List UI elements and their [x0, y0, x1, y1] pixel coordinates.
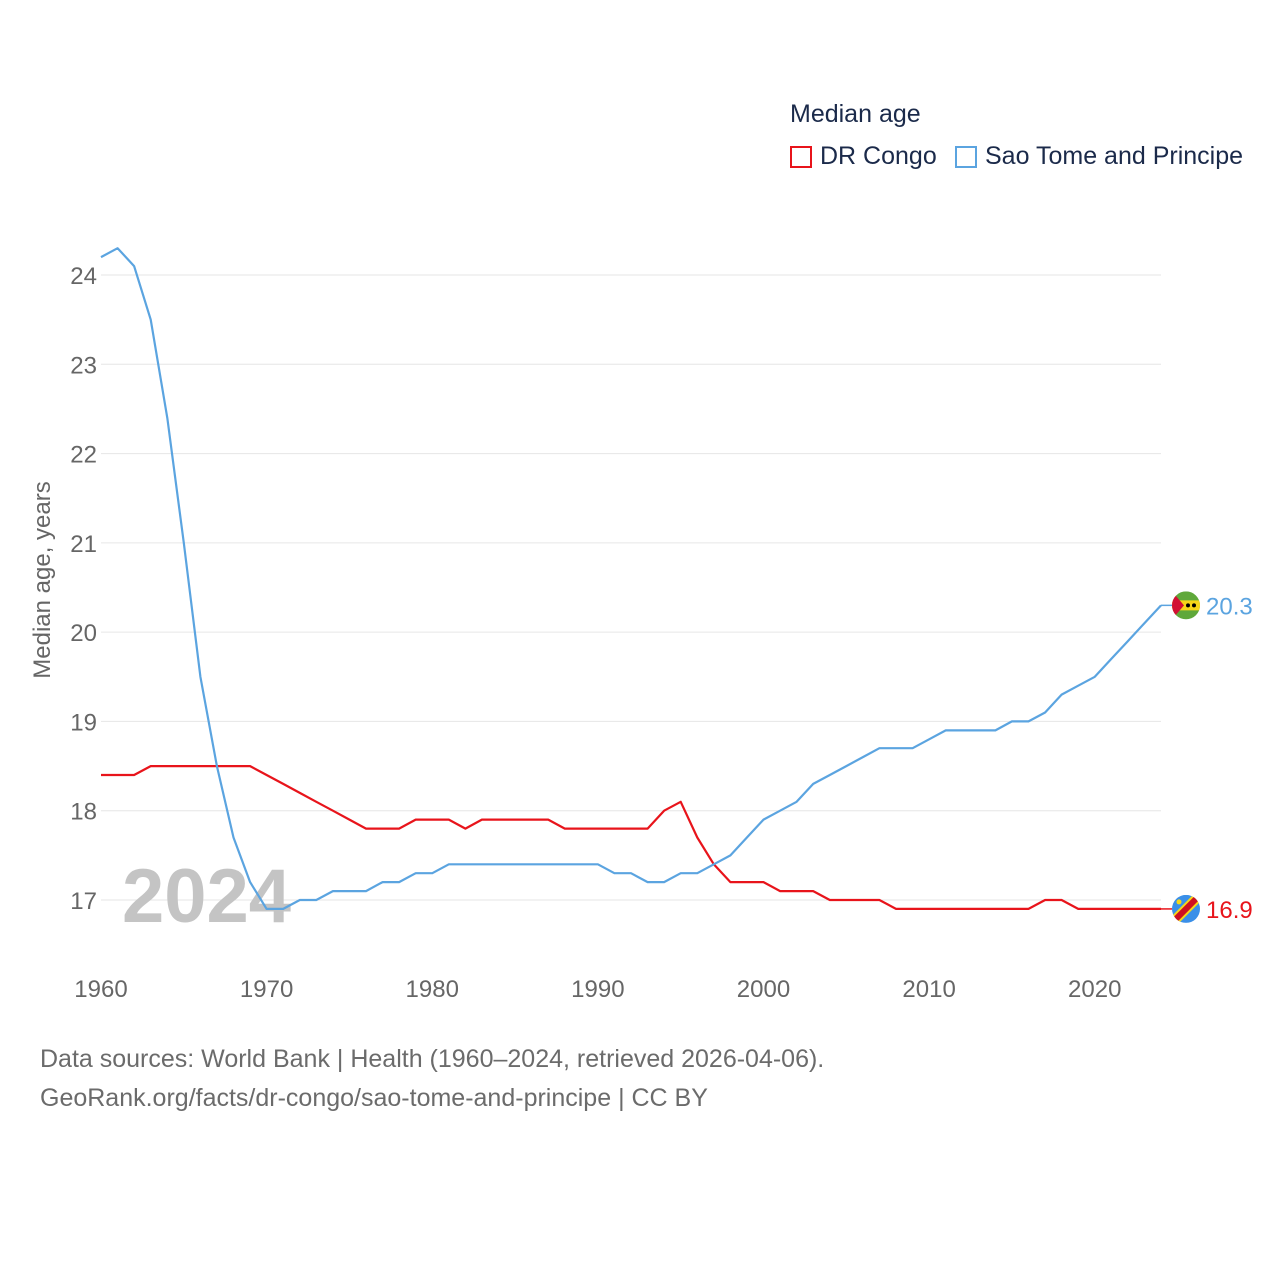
legend-title: Median age — [790, 100, 921, 128]
flag-icon-sao-tome-and-principe — [1172, 591, 1200, 620]
x-tick-label: 2000 — [737, 976, 790, 1003]
legend-label-dr-congo: DR Congo — [820, 142, 937, 170]
x-tick-label: 1990 — [571, 976, 624, 1003]
x-tick-label: 2010 — [902, 976, 955, 1003]
source-line-2[interactable]: GeoRank.org/facts/dr-congo/sao-tome-and-… — [40, 1084, 708, 1112]
source-line-1: Data sources: World Bank | Health (1960–… — [40, 1045, 825, 1073]
y-tick-label: 17 — [70, 888, 97, 915]
y-axis-ticks: 17 18 19 20 21 22 23 24 — [70, 263, 97, 915]
x-tick-label: 1970 — [240, 976, 293, 1003]
x-axis-ticks: 1960 1970 1980 1990 2000 2010 2020 — [74, 976, 1121, 1003]
y-tick-label: 23 — [70, 352, 97, 379]
series-line-dr-congo — [101, 764, 1161, 911]
end-markers: 16.9 20.3 — [1161, 591, 1253, 924]
y-tick-label: 21 — [70, 531, 97, 558]
y-axis-label: Median age, years — [29, 481, 56, 678]
series-lines — [100, 247, 1162, 911]
legend-swatch-dr-congo — [790, 145, 812, 168]
legend-item-sao-tome[interactable]: Sao Tome and Principe — [955, 142, 1243, 171]
year-watermark: 2024 — [122, 854, 291, 939]
x-tick-label: 1980 — [406, 976, 459, 1003]
legend-label-sao-tome: Sao Tome and Principe — [985, 142, 1244, 170]
legend-item-dr-congo[interactable]: DR Congo — [790, 142, 937, 171]
y-tick-label: 19 — [70, 709, 97, 736]
gridlines — [101, 274, 1161, 901]
y-tick-label: 24 — [70, 263, 97, 290]
y-tick-label: 18 — [70, 799, 97, 826]
legend-swatch-sao-tome — [955, 145, 977, 168]
end-value-label-dr-congo: 16.9 — [1206, 897, 1253, 924]
y-tick-label: 20 — [70, 620, 97, 647]
y-tick-label: 22 — [70, 442, 97, 469]
x-tick-label: 1960 — [74, 976, 127, 1003]
series-line-sao-tome-and-principe — [100, 247, 1162, 911]
x-tick-label: 2020 — [1068, 976, 1121, 1003]
end-value-label-sao-tome-and-principe: 20.3 — [1206, 593, 1253, 620]
flag-icon-dr-congo — [1172, 894, 1200, 923]
